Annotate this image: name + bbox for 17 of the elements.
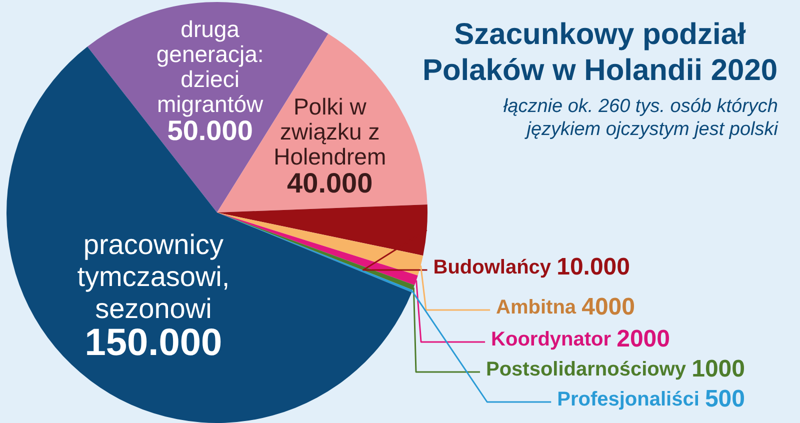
slice-label: Budowlańcy <box>433 256 552 279</box>
slice-label: pracownicy tymczasowi, sezonowi <box>77 228 230 324</box>
slice-label: Koordynator <box>491 328 612 351</box>
data-label: 500 <box>704 386 746 413</box>
slice-label: Profesjonaliści <box>557 388 700 411</box>
slice-label: druga generacja: dzieci migrantów <box>156 16 264 118</box>
slice-label: Ambitna <box>496 296 577 319</box>
text: łącznie ok. 260 tys. osób których językiem ojczystym jest polski <box>503 96 779 140</box>
data-label: 40.000 <box>287 167 373 198</box>
data-label: 150.000 <box>84 322 222 364</box>
data-label: 2000 <box>616 326 670 353</box>
data-label: 1000 <box>692 356 745 383</box>
data-label: 10.000 <box>556 254 630 281</box>
slice-label: Postsolidarnościowy <box>486 358 687 381</box>
slice-label: Polki w związku z Holendrem <box>274 93 386 170</box>
text: Szacunkowy podział Polaków w Holandii 2020 <box>422 18 778 87</box>
data-label: 4000 <box>582 294 635 321</box>
